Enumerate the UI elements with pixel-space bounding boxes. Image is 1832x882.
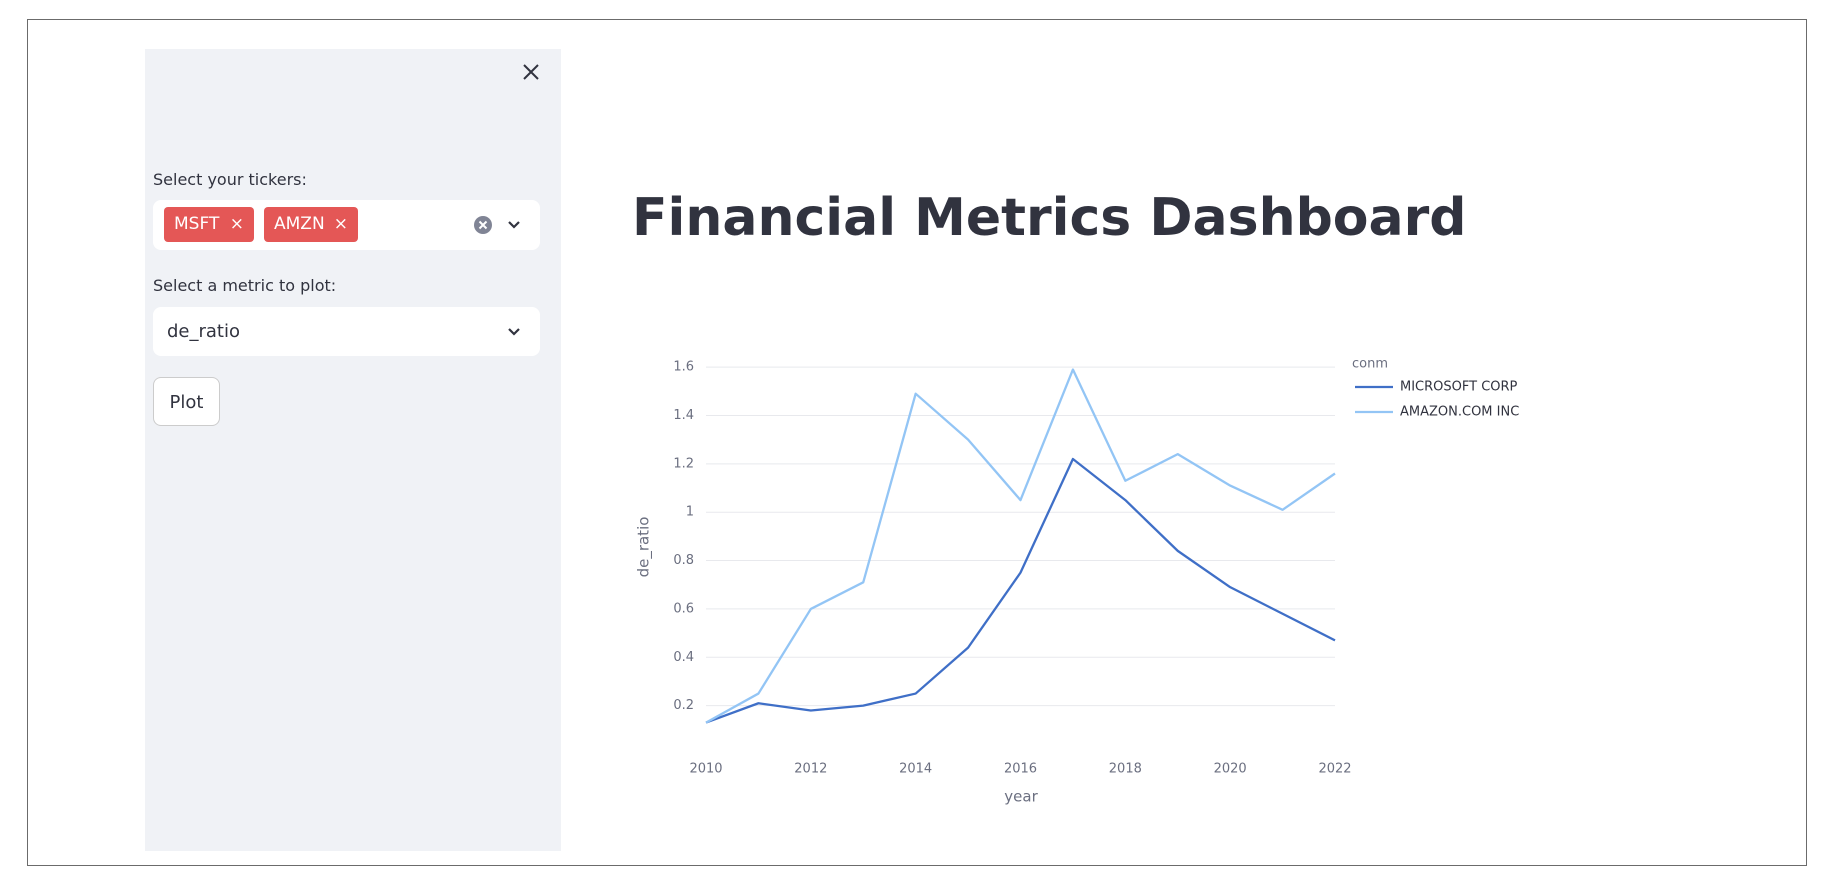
y-tick-label: 1.2 [673,456,694,471]
sidebar: Select your tickers: MSFT × AMZN × Select … [145,49,561,851]
data-line [705,457,1336,724]
x-tick-label: 2016 [1004,762,1037,777]
tickers-label: Select your tickers: [153,170,307,189]
ticker-tag[interactable]: MSFT × [164,207,254,242]
y-tick-label: 0.6 [673,601,694,616]
select-value: de_ratio [167,321,241,342]
legend-title: conm [1352,357,1388,372]
y-tick-label: 1.6 [673,360,694,375]
page-title: Financial Metrics Dashboard [632,188,1467,248]
chevron[interactable] [506,325,522,339]
legend-label: MICROSOFT CORP [1400,380,1518,395]
y-tick-label: 1 [686,505,694,520]
tickers-multiselect[interactable]: MSFT × AMZN × [153,200,540,250]
y-tick-label: 0.2 [673,698,694,713]
y-tick-label: 1.4 [673,408,694,423]
chevron[interactable] [506,218,522,232]
y-tick-label: 0.8 [673,553,694,568]
ticker-tag[interactable]: AMZN × [264,207,358,242]
x-tick-label: 2014 [899,762,932,777]
frame [27,19,1807,866]
close-button[interactable] [522,63,540,81]
metric-label: Select a metric to plot: [153,276,337,295]
x-tick-label: 2012 [794,762,827,777]
tag-text: MSFT [174,214,220,234]
tag-remove[interactable]: × [333,214,348,234]
plot-button[interactable]: Plot [153,377,220,426]
tag-remove[interactable]: × [229,214,244,234]
clear-icon[interactable] [473,215,493,235]
y-axis-label: de_ratio [635,517,654,578]
tag-text: AMZN [274,214,325,234]
x-tick-label: 2018 [1109,762,1142,777]
y-tick-label: 0.4 [673,650,694,665]
x-tick-label: 2010 [689,762,722,777]
x-tick-label: 2020 [1214,762,1247,777]
data-line [705,368,1336,724]
x-axis-label: year [1004,788,1038,806]
legend-label: AMAZON.COM INC [1400,405,1519,420]
x-tick-label: 2022 [1318,762,1351,777]
metric-select[interactable]: de_ratio [153,307,540,356]
